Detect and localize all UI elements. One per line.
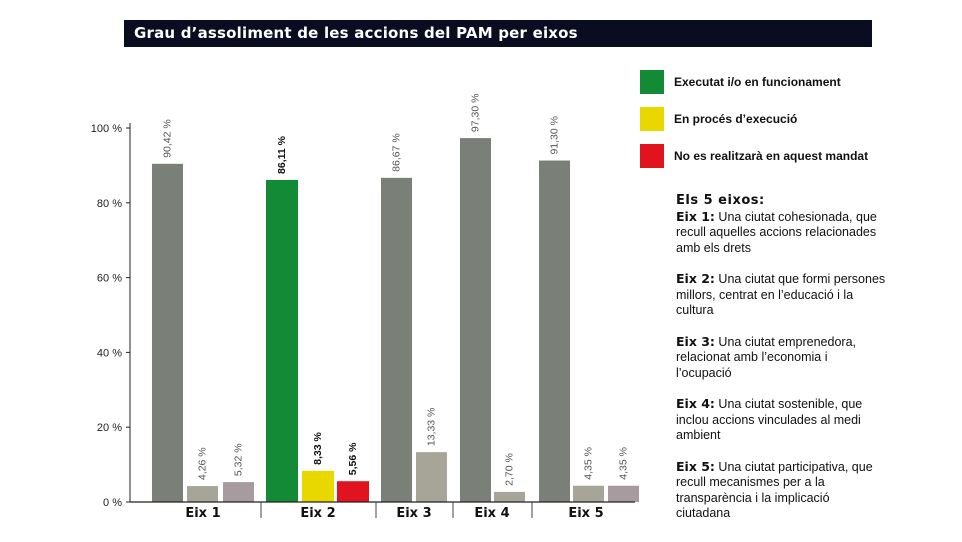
eix-key: Eix 1: [676,208,715,224]
eix-text: Una ciutat sostenible, que inclou accion… [676,397,863,442]
bar [381,177,412,503]
bar-value-label: 2,70 % [504,453,516,486]
eix-key: Eix 3: [676,333,715,349]
chart-title: Grau d’assoliment de les accions del PAM… [134,24,578,42]
eix-2-description: Eix 2: Una ciutat que formi persones mil… [676,271,886,319]
axes-description: Els 5 eixos: Eix 1: Una ciutat cohesiona… [676,193,886,537]
bar-value-label: 5,32 % [233,443,245,476]
y-tick-label: 40 % [97,347,122,359]
eix-text: Una ciutat emprenedora, relacionat amb l… [676,334,856,380]
axes-description-heading: Els 5 eixos: [676,193,765,208]
x-category-label: Eix 3 [396,506,431,521]
eix-5-description: Eix 5: Una ciutat participativa, que rec… [676,459,886,522]
y-tick-label: 0 % [103,497,122,509]
y-tick-label: 20 % [97,422,122,434]
bar [302,470,334,502]
legend-label: Executat i/o en funcionament [674,75,841,89]
eix-4-description: Eix 4: Una ciutat sostenible, que inclou… [676,396,886,444]
legend-label: No es realitzarà en aquest mandat [674,149,869,163]
eix-key: Eix 5: [676,458,715,474]
eix-key: Eix 4: [676,396,715,411]
x-category-label: Eix 4 [474,506,509,521]
eix-text: Una ciutat participativa, que recull mec… [676,459,873,521]
eix-text: Una ciutat cohesionada, que recull aquel… [676,209,877,255]
bar [573,485,604,502]
bar-value-label: 86,11 % [276,135,288,174]
x-category-label: Eix 1 [185,506,220,521]
bar-value-label: 8,33 % [312,431,324,464]
bar-value-label: 13,33 % [426,408,438,447]
bar-value-label: 5,56 % [347,442,359,475]
x-category-label: Eix 5 [568,506,603,521]
bar-value-label: 91,30 % [549,116,561,155]
bar [187,486,218,502]
y-tick-label: 60 % [97,273,122,285]
eix-1-description: Eix 1: Una ciutat cohesionada, que recul… [676,209,886,257]
bar [337,481,369,502]
legend-swatch-red [640,144,664,168]
bar [266,179,298,502]
bar [460,138,491,502]
legend-swatch-yellow [640,107,664,131]
bar [416,452,447,502]
bar-value-label: 97,30 % [470,94,482,133]
chart-title-bar: Grau d’assoliment de les accions del PAM… [124,20,872,47]
bar [494,491,525,502]
x-category-label: Eix 2 [300,506,335,521]
eix-text: Una ciutat que formi persones millors, c… [676,272,886,317]
y-tick-label: 80 % [97,198,122,210]
legend-swatch-green [640,70,664,94]
bar [539,160,570,502]
eix-key: Eix 2: [676,271,715,286]
bar [152,163,183,502]
bar-value-label: 90,42 % [162,119,174,158]
bar [223,482,254,502]
bar-value-label: 86,67 % [391,133,403,172]
bar-value-label: 4,35 % [618,447,630,480]
eix-3-description: Eix 3: Una ciutat emprenedora, relaciona… [676,334,886,382]
bar-value-label: 4,26 % [197,447,209,480]
legend-label: En procés d’execució [674,112,798,126]
bar-value-label: 4,35 % [583,447,595,480]
y-tick-label: 100 % [91,123,122,135]
bar [608,485,639,502]
